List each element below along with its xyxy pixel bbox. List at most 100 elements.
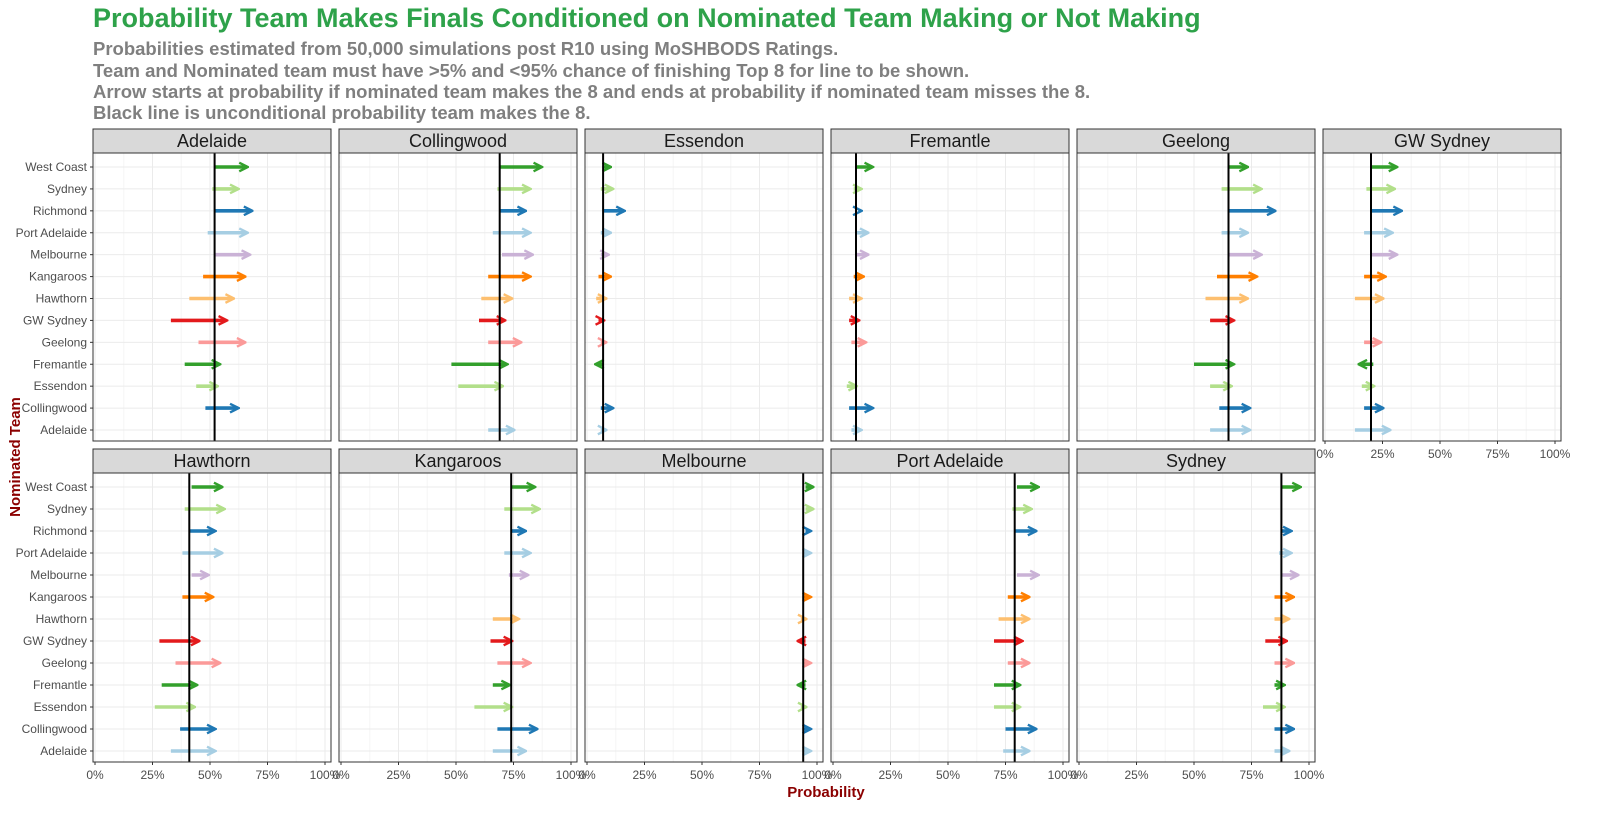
x-tick-label: 50%: [690, 768, 714, 782]
x-tick-label: 0%: [824, 768, 842, 782]
panel-melbourne: [585, 473, 823, 762]
panel-essendon: [585, 153, 823, 441]
facet-strip-geelong: [1076, 128, 1316, 154]
y-tick-label: Fremantle: [33, 357, 87, 371]
subtitle-line-4: Black line is unconditional probability …: [93, 102, 591, 123]
y-tick-label: Geelong: [42, 335, 87, 349]
y-tick-label: Kangaroos: [29, 270, 87, 284]
panel-border-fremantle: [830, 152, 1070, 442]
x-tick-label: 50%: [1182, 768, 1206, 782]
facet-strip-melbourne: [584, 448, 824, 474]
x-tick-label: 75%: [993, 768, 1017, 782]
facet-title-kangaroos: Kangaroos: [414, 451, 501, 471]
x-tick-label: 100%: [310, 768, 341, 782]
panel-geelong: [1077, 153, 1315, 441]
y-tick-label: West Coast: [25, 160, 87, 174]
y-tick-label: Sydney: [47, 502, 87, 516]
y-tick-label: Hawthorn: [36, 612, 87, 626]
facet-title-essendon: Essendon: [664, 131, 744, 151]
facet-strip-collingwood: [338, 128, 578, 154]
x-tick-label: 0%: [1316, 447, 1334, 461]
panel-collingwood: [339, 153, 577, 441]
panel-border-geelong: [1076, 152, 1316, 442]
x-tick-label: 100%: [556, 768, 587, 782]
x-tick-label: 75%: [1239, 768, 1263, 782]
facet-strip-sydney: [1076, 448, 1316, 474]
facet-strip-fremantle: [830, 128, 1070, 154]
y-axis-title: Nominated Team: [7, 397, 24, 517]
y-tick-label: GW Sydney: [23, 313, 87, 327]
y-tick-label: Essendon: [34, 700, 87, 714]
y-tick-label: Port Adelaide: [16, 546, 88, 560]
x-tick-label: 50%: [1428, 447, 1452, 461]
panel-border-collingwood: [338, 152, 578, 442]
panel-border-gw-sydney: [1322, 152, 1562, 442]
facet-title-adelaide: Adelaide: [177, 131, 247, 151]
panel-fremantle: [831, 153, 1069, 441]
x-tick-label: 0%: [1070, 768, 1088, 782]
y-tick-label: Melbourne: [30, 568, 87, 582]
subtitle-line-2: Team and Nominated team must have >5% an…: [93, 60, 970, 81]
facet-title-fremantle: Fremantle: [909, 131, 990, 151]
facet-title-gw-sydney: GW Sydney: [1394, 131, 1490, 151]
facet-strip-hawthorn: [92, 448, 332, 474]
y-tick-label: Fremantle: [33, 678, 87, 692]
y-tick-label: Adelaide: [40, 423, 87, 437]
y-tick-label: Collingwood: [22, 722, 87, 736]
panel-hawthorn: [93, 473, 331, 762]
panel-border-adelaide: [92, 152, 332, 442]
facet-title-port-adelaide: Port Adelaide: [896, 451, 1003, 471]
y-tick-label: Richmond: [33, 524, 87, 538]
panel-border-hawthorn: [92, 472, 332, 763]
y-tick-label: GW Sydney: [23, 634, 87, 648]
subtitle-line-1: Probabilities estimated from 50,000 simu…: [93, 38, 839, 59]
facet-title-melbourne: Melbourne: [661, 451, 746, 471]
x-tick-label: 25%: [1370, 447, 1394, 461]
facet-title-collingwood: Collingwood: [409, 131, 507, 151]
y-tick-label: Port Adelaide: [16, 226, 88, 240]
x-tick-label: 100%: [802, 768, 833, 782]
panel-border-sydney: [1076, 472, 1316, 763]
y-tick-label: Richmond: [33, 204, 87, 218]
x-axis-title: Probability: [787, 784, 865, 801]
y-tick-label: Kangaroos: [29, 590, 87, 604]
panel-kangaroos: [339, 473, 577, 762]
x-tick-label: 75%: [1485, 447, 1509, 461]
panel-border-port-adelaide: [830, 472, 1070, 763]
y-tick-label: Hawthorn: [36, 292, 87, 306]
x-tick-label: 0%: [86, 768, 104, 782]
facet-title-hawthorn: Hawthorn: [173, 451, 250, 471]
y-tick-label: Melbourne: [30, 248, 87, 262]
x-tick-label: 25%: [1124, 768, 1148, 782]
x-tick-label: 50%: [936, 768, 960, 782]
x-tick-label: 75%: [501, 768, 525, 782]
x-tick-label: 0%: [578, 768, 596, 782]
x-tick-label: 50%: [444, 768, 468, 782]
x-tick-label: 25%: [386, 768, 410, 782]
chart-title: Probability Team Makes Finals Conditione…: [93, 3, 1201, 33]
x-tick-label: 25%: [632, 768, 656, 782]
y-tick-label: West Coast: [25, 480, 87, 494]
facet-strip-gw-sydney: [1322, 128, 1562, 154]
panel-border-kangaroos: [338, 472, 578, 763]
x-tick-label: 25%: [140, 768, 164, 782]
y-tick-label: Collingwood: [22, 401, 87, 415]
subtitle-line-3: Arrow starts at probability if nominated…: [93, 81, 1091, 102]
y-tick-label: Adelaide: [40, 744, 87, 758]
facet-strip-kangaroos: [338, 448, 578, 474]
panel-border-melbourne: [584, 472, 824, 763]
x-tick-label: 100%: [1048, 768, 1079, 782]
x-tick-label: 75%: [747, 768, 771, 782]
facet-strip-essendon: [584, 128, 824, 154]
x-tick-label: 50%: [198, 768, 222, 782]
x-tick-label: 100%: [1294, 768, 1325, 782]
panel-border-essendon: [584, 152, 824, 442]
panel-port-adelaide: [831, 473, 1069, 762]
x-tick-label: 100%: [1540, 447, 1571, 461]
x-tick-label: 25%: [878, 768, 902, 782]
facet-title-sydney: Sydney: [1166, 451, 1226, 471]
y-tick-label: Geelong: [42, 656, 87, 670]
y-tick-label: Essendon: [34, 379, 87, 393]
x-tick-label: 0%: [332, 768, 350, 782]
